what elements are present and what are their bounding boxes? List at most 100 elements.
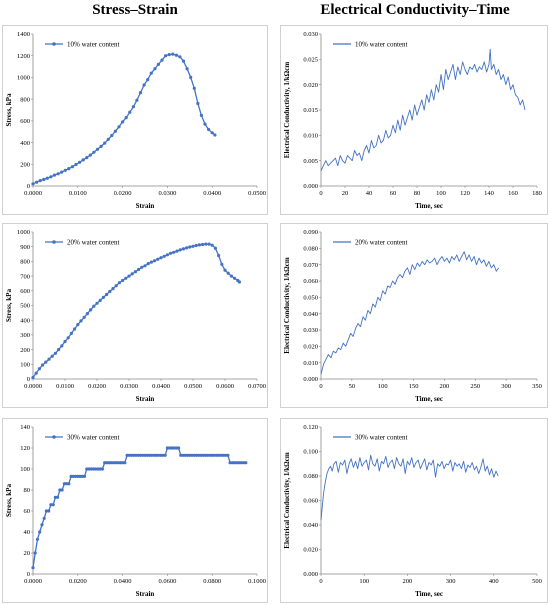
data-point (210, 243, 214, 247)
y-tick-label: 600 (20, 288, 30, 295)
data-point (89, 308, 93, 312)
data-point (107, 461, 111, 465)
data-point (81, 158, 85, 162)
data-point (133, 270, 137, 274)
data-point (230, 461, 234, 465)
data-point (65, 482, 69, 486)
data-point (116, 461, 120, 465)
data-point (127, 453, 131, 457)
data-point (172, 250, 176, 254)
data-point (201, 453, 205, 457)
x-tick-label: 0.0300 (158, 190, 176, 197)
data-point (130, 272, 134, 276)
data-point (31, 182, 35, 186)
data-point (31, 375, 35, 380)
y-tick-label: 0.000 (303, 571, 318, 578)
y-tick-label: 500 (20, 303, 30, 310)
data-point (154, 453, 158, 457)
data-point (111, 287, 115, 291)
y-tick-label: 0.020 (303, 344, 318, 351)
chart-stress-strain-20: 0 100 200 300 400 500 600 700 800 900 1000 0.0000 0.… (2, 223, 268, 408)
data-point (208, 453, 212, 457)
y-tick-label: 0.005 (303, 158, 318, 165)
x-tick-label: 0.0400 (152, 383, 170, 390)
y-tick-label: 80 (24, 487, 31, 494)
legend-label: 20% water content (67, 238, 120, 246)
data-point (175, 249, 179, 253)
data-point (186, 453, 190, 457)
data-point (117, 281, 121, 285)
data-point (114, 461, 118, 465)
data-point (207, 127, 211, 132)
data-point (92, 150, 96, 154)
data-point (85, 156, 89, 160)
data-point (174, 53, 178, 57)
data-point (146, 262, 150, 266)
data-point (178, 55, 182, 59)
y-tick-label: 800 (20, 96, 30, 103)
data-point (49, 175, 53, 179)
y-tick-label: 40 (24, 529, 31, 536)
data-point (229, 274, 233, 278)
data-point (37, 367, 42, 371)
data-point (103, 141, 107, 145)
data-point (163, 453, 167, 457)
y-axis-title: Stress, kPa (5, 93, 13, 126)
stress-strain-column-title: Stress–Strain (92, 2, 178, 18)
data-point (138, 453, 143, 457)
x-tick-label: 200 (403, 578, 413, 585)
x-tick-label: 0.0100 (56, 383, 74, 390)
data-point (153, 67, 157, 71)
data-point (217, 253, 221, 258)
x-tick-label: 0.0000 (24, 383, 42, 390)
data-point (44, 360, 48, 364)
data-point (57, 348, 61, 352)
x-tick-label: 140 (484, 190, 494, 197)
data-point (88, 153, 92, 157)
conductivity-time-column-title: Electrical Conductivity–Time (320, 2, 510, 18)
data-point (150, 453, 154, 457)
data-point (233, 461, 237, 465)
data-point (217, 453, 221, 457)
data-point (169, 251, 173, 255)
x-tick-label: 0.0600 (158, 578, 176, 585)
data-point (53, 351, 58, 355)
data-point (98, 467, 102, 471)
data-point (53, 495, 58, 499)
series-line (320, 454, 499, 521)
data-point (62, 482, 66, 486)
data-point (156, 257, 160, 261)
data-point (203, 453, 208, 457)
x-tick-label: 0.0200 (69, 578, 87, 585)
y-tick-label: 0.040 (303, 311, 318, 318)
data-point (103, 461, 107, 465)
y-tick-label: 0.020 (303, 547, 318, 554)
data-point (228, 461, 232, 465)
data-point (127, 274, 131, 278)
data-point (235, 461, 239, 465)
data-point (101, 295, 105, 299)
y-tick-label: 0.080 (303, 473, 318, 480)
y-axis-title: Stress, kPa (5, 289, 13, 322)
data-point (194, 243, 198, 248)
data-point (152, 453, 156, 457)
data-point (138, 91, 143, 95)
data-point (76, 323, 80, 327)
x-tick-label: 40 (366, 190, 373, 197)
data-point (118, 461, 122, 465)
x-tick-label: 250 (470, 383, 480, 390)
data-point (181, 247, 185, 251)
y-tick-label: 0.030 (303, 31, 318, 38)
y-tick-label: 60 (24, 508, 31, 515)
chart-stress-strain-30: 0 20 40 60 80 100 120 140 0.0000 0.0200 0.0400 0.06… (2, 418, 268, 603)
y-tick-label: 0 (27, 571, 30, 578)
x-tick-label: 0.0300 (120, 383, 138, 390)
x-tick-label: 100 (436, 190, 446, 197)
x-tick-label: 100 (378, 383, 388, 390)
data-point (136, 453, 140, 457)
data-point (188, 245, 192, 249)
x-tick-label: 0.0200 (114, 190, 132, 197)
data-point (237, 461, 241, 465)
y-tick-label: 1400 (17, 31, 30, 38)
y-tick-label: 0.000 (303, 183, 318, 190)
